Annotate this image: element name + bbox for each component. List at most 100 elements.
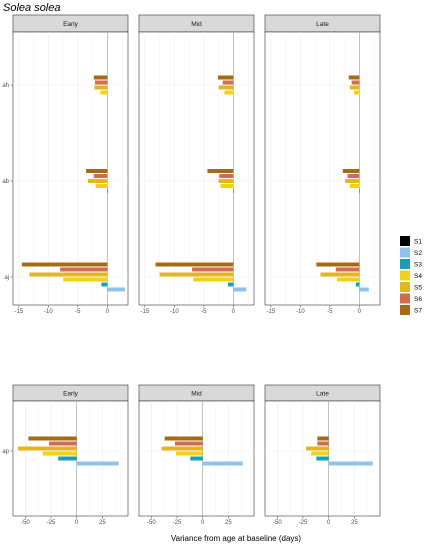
legend-key-s4 <box>400 270 410 281</box>
facet-0-late: Late -15 -10 -5 0 <box>264 14 381 315</box>
bar-ab-s7 <box>342 169 360 173</box>
bar-ab-s7 <box>86 169 108 173</box>
bar-ah-s5 <box>349 85 360 90</box>
bar-ap-s5 <box>306 446 329 451</box>
bar-ap-s6 <box>48 441 77 446</box>
bar-ap-s2 <box>328 461 373 466</box>
bar-ap-s3 <box>316 456 329 461</box>
bar-ap-s4 <box>42 451 77 456</box>
bar-ab-s5 <box>345 179 360 183</box>
x-tick-label: 0 <box>358 309 362 315</box>
x-tick-label: -10 <box>296 309 305 315</box>
x-tick-label: -25 <box>47 520 56 526</box>
x-tick-label: -50 <box>273 520 282 526</box>
bar-ab-s3 <box>233 189 234 193</box>
bar-ap-s3 <box>58 456 77 461</box>
x-tick-label: -10 <box>44 309 53 315</box>
legend-label-s5: S5 <box>414 285 422 292</box>
bar-ab-s6 <box>219 174 234 178</box>
bar-ab-s7 <box>207 169 234 173</box>
bar-aj-s5 <box>159 272 234 277</box>
bar-ah-s7 <box>348 75 360 80</box>
panel-frame <box>138 31 255 306</box>
bar-ap-s3 <box>190 456 203 461</box>
x-tick-label: -25 <box>299 520 308 526</box>
x-tick-label: 0 <box>75 520 79 526</box>
bar-ap-s7 <box>164 436 203 441</box>
bar-ap-s6 <box>317 441 329 446</box>
bar-ap-s7 <box>317 436 329 441</box>
figure-title: Solea solea <box>3 2 61 14</box>
bar-ab-s6 <box>93 174 108 178</box>
bar-ab-s5 <box>218 179 234 183</box>
x-tick-label: 0 <box>327 520 331 526</box>
x-tick-label: 0 <box>201 520 205 526</box>
bar-aj-s6 <box>335 267 360 272</box>
bar-ab-s5 <box>87 179 108 183</box>
bar-ah-s6 <box>351 80 360 85</box>
facet-0-mid: Mid -15 -10 -5 0 <box>138 14 255 315</box>
y-tick-label: aj <box>4 275 9 281</box>
bar-ap-s4 <box>311 451 329 456</box>
bar-ap-s4 <box>175 451 203 456</box>
bar-ah-s6 <box>94 80 108 85</box>
bar-ah-s4 <box>354 90 360 95</box>
x-tick-label: 0 <box>106 309 110 315</box>
bar-ah-s5 <box>218 85 234 90</box>
bar-ab-s3 <box>107 189 108 193</box>
facet-strip-label: Mid <box>191 390 202 397</box>
legend: S1 S2 S3 S4 S5 S6 S7 <box>400 236 422 315</box>
x-tick-label: -10 <box>170 309 179 315</box>
facet-strip-label: Early <box>63 390 79 397</box>
x-tick-label: 25 <box>225 520 232 526</box>
legend-key-s6 <box>400 293 410 304</box>
x-tick-label: -50 <box>21 520 30 526</box>
x-tick-label: 25 <box>351 520 358 526</box>
bar-aj-s4 <box>193 277 234 282</box>
x-tick-label: -50 <box>147 520 156 526</box>
x-tick-label: 25 <box>99 520 106 526</box>
legend-label-s7: S7 <box>414 308 422 315</box>
legend-key-s1 <box>400 236 410 246</box>
bar-aj-s2 <box>107 287 126 292</box>
bar-aj-s3 <box>101 282 108 287</box>
bar-ab-s4 <box>349 184 360 188</box>
y-tick-label: ab <box>2 179 9 185</box>
x-tick-label: -5 <box>327 309 333 315</box>
legend-label-s6: S6 <box>414 296 422 303</box>
bar-aj-s7 <box>155 262 234 267</box>
bar-aj-s3 <box>355 282 360 287</box>
bar-ab-s4 <box>95 184 108 188</box>
bar-aj-s6 <box>60 267 108 272</box>
bar-aj-s4 <box>63 277 108 282</box>
legend-label-s1: S1 <box>414 239 422 246</box>
bar-aj-s7 <box>21 262 108 267</box>
bar-aj-s5 <box>29 272 108 277</box>
bar-ap-s2 <box>202 461 243 466</box>
bar-ap-s5 <box>161 446 203 451</box>
x-tick-label: -15 <box>267 309 276 315</box>
legend-key-s7 <box>400 305 410 315</box>
bar-ap-s6 <box>174 441 203 446</box>
bar-ap-s5 <box>18 446 77 451</box>
legend-key-s3 <box>400 259 410 269</box>
facet-1-late: Late -50 -25 0 25 <box>264 384 381 526</box>
bar-aj-s5 <box>320 272 360 277</box>
bar-ah-s7 <box>218 75 234 80</box>
bar-ah-s5 <box>94 85 108 90</box>
facet-0-early: Early -15 -10 -5 0 ah ab aj <box>2 14 129 315</box>
x-tick-label: -15 <box>15 309 24 315</box>
bar-aj-s2 <box>233 287 247 292</box>
facet-strip-label: Mid <box>191 21 202 28</box>
y-tick-label: ah <box>2 83 9 89</box>
bar-ab-s4 <box>220 184 234 188</box>
legend-label-s2: S2 <box>414 250 422 257</box>
x-tick-label: -5 <box>75 309 81 315</box>
bar-aj-s3 <box>228 282 234 287</box>
panel-frame <box>12 31 129 306</box>
facet-1-mid: Mid -50 -25 0 25 <box>138 384 255 526</box>
y-tick-label: ap <box>2 449 9 455</box>
bar-ap-s7 <box>28 436 77 441</box>
